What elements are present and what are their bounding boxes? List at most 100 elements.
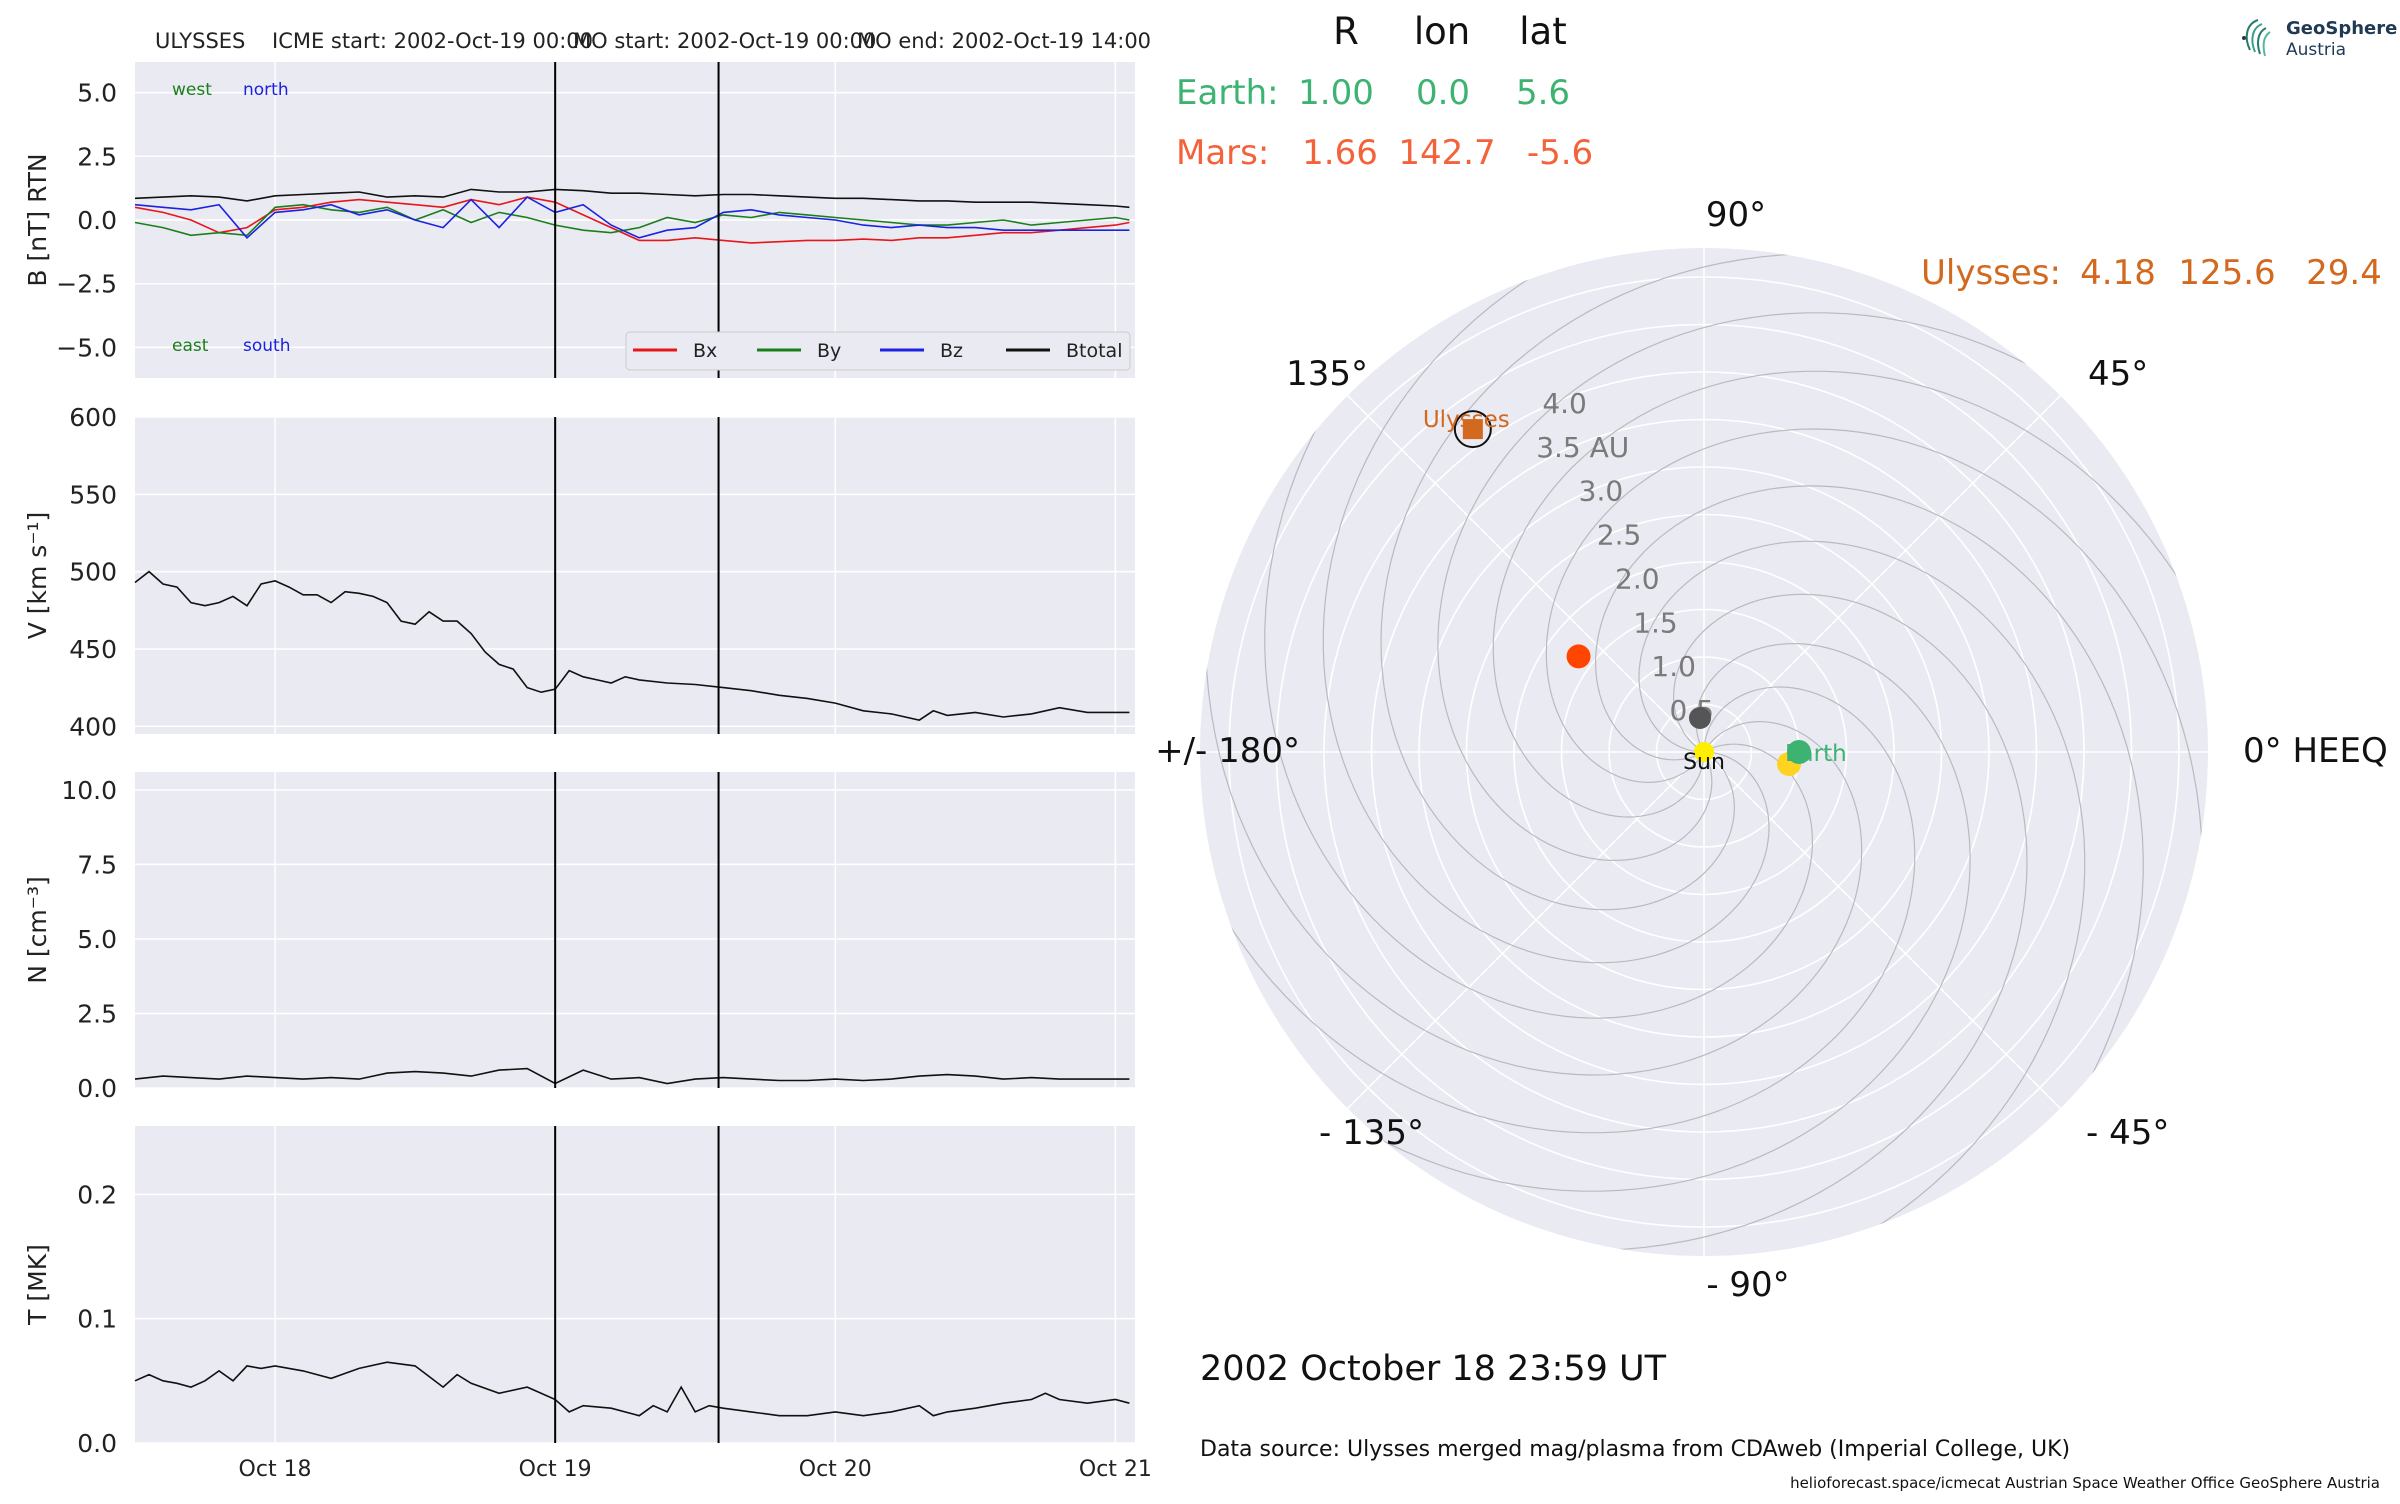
angle-label-am90: - 90° xyxy=(1706,1265,1789,1305)
y-tick-label: −5.0 xyxy=(56,333,117,362)
y-tick-label: 600 xyxy=(69,403,117,432)
ulysses-marker xyxy=(1462,419,1483,440)
y-tick-label: −2.5 xyxy=(56,270,117,299)
parker-spiral-line xyxy=(1200,633,1916,1134)
y-tick-label: 0.2 xyxy=(77,1180,117,1209)
y-tick-label: 7.5 xyxy=(77,850,117,879)
parker-spiral-line xyxy=(1264,248,1814,1019)
annotation-south: south xyxy=(243,336,290,356)
parker-spiral-line xyxy=(1437,312,2208,862)
y-tick-label: 2.5 xyxy=(77,999,117,1028)
x-tick-label: Oct 21 xyxy=(1079,1457,1152,1482)
y-axis-label: N [cm⁻³] xyxy=(23,876,52,983)
ulysses-ring xyxy=(1453,410,1492,449)
y-tick-label: 450 xyxy=(69,635,117,664)
parker-spiral-line xyxy=(1585,540,2086,1256)
ulysses-r: 4.18 xyxy=(2080,253,2156,293)
mars-row-label: Mars: xyxy=(1176,133,1269,173)
earth-lat: 5.6 xyxy=(1516,73,1570,113)
x-tick-label: Oct 19 xyxy=(519,1457,592,1482)
solar-orbiter-dot xyxy=(1689,707,1711,729)
mars-lon: 142.7 xyxy=(1398,133,1495,173)
angle-label-a90: 90° xyxy=(1706,195,1766,235)
ulysses-lon: 125.6 xyxy=(2178,253,2275,293)
parker-spiral-line xyxy=(1205,370,1863,1076)
panel-temperature: 0.2 0.1 0.0 T [MK] Oct 18 Oct 19 Oct 20 Oct 21 xyxy=(23,1126,1152,1482)
parker-spiral-line xyxy=(1322,593,2028,1251)
y-tick-label: 0.0 xyxy=(77,1074,117,1103)
header-spacecraft: ULYSSES xyxy=(155,29,245,53)
header-icme-start: ICME start: 2002-Oct-19 00:00 xyxy=(272,29,593,53)
mars-marker xyxy=(1566,644,1591,669)
angle-label-a180: +/- 180° xyxy=(1155,731,1300,771)
radial-tick-label: 1.5 xyxy=(1633,606,1678,639)
geosphere-mark-icon xyxy=(2242,19,2271,57)
annotation-east: east xyxy=(172,336,209,356)
legend-label-btotal: Btotal xyxy=(1066,340,1122,362)
y-tick-label: 10.0 xyxy=(61,776,117,805)
y-tick-label: 500 xyxy=(69,558,117,587)
ulysses-label: Ulysses xyxy=(1423,407,1510,433)
y-tick-label: 0.0 xyxy=(77,206,117,235)
y-axis-label: B [nT] RTN xyxy=(23,153,52,286)
ulysses-lat: 29.4 xyxy=(2306,253,2382,293)
plot-area xyxy=(135,772,1135,1088)
panel-magnetic-field: 5.0 2.5 0.0 −2.5 −5.0 B [nT] RTN west north east… xyxy=(23,62,1135,378)
y-tick-label: 0.1 xyxy=(77,1305,117,1334)
angular-grid-line xyxy=(1347,751,1705,1109)
y-tick-label: 400 xyxy=(69,712,117,741)
radial-tick-label: 4.0 xyxy=(1542,387,1587,420)
x-tick-label: Oct 18 xyxy=(239,1457,312,1482)
header-mo-start: MO start: 2002-Oct-19 00:00 xyxy=(573,29,876,53)
ulysses-row-label: Ulysses: xyxy=(1921,253,2061,293)
logo-line2: Austria xyxy=(2286,40,2347,60)
parker-spiral-line xyxy=(1322,248,1823,964)
radial-tick-label: 2.0 xyxy=(1615,562,1660,595)
panel-density: 10.0 7.5 5.0 2.5 0.0 N [cm⁻³] xyxy=(23,772,1135,1103)
sun-label: Sun xyxy=(1683,750,1725,775)
earth-lon: 0.0 xyxy=(1416,73,1470,113)
position-table: R lon lat Earth: 1.00 0.0 5.6 Mars: 1.66… xyxy=(1176,10,2382,293)
legend-label-by: By xyxy=(817,340,841,362)
parker-spiral-line xyxy=(1492,370,2208,871)
series-line-btotal xyxy=(134,188,1130,209)
parker-spiral-line xyxy=(1594,485,2144,1256)
x-tick-label: Oct 20 xyxy=(799,1457,872,1482)
earth-r: 1.00 xyxy=(1298,73,1374,113)
angular-grid-line xyxy=(1347,395,1705,753)
radial-tick-label: 3.5 AU xyxy=(1536,431,1629,464)
annotation-north: north xyxy=(243,80,289,100)
series-line-by xyxy=(134,203,1130,237)
angular-grid-line xyxy=(1703,751,2061,1109)
timestamp: 2002 October 18 23:59 UT xyxy=(1200,1349,1667,1389)
sun-marker xyxy=(1694,742,1714,762)
radial-tick-label: 2.5 xyxy=(1597,519,1642,552)
plot-area xyxy=(135,417,1135,734)
plot-area xyxy=(135,1126,1135,1443)
y-tick-label: 550 xyxy=(69,480,117,509)
series-line-value xyxy=(134,1361,1130,1417)
header-mo-end: MO end: 2002-Oct-19 14:00 xyxy=(857,29,1151,53)
mars-lat: -5.6 xyxy=(1527,133,1593,173)
panel-speed: 600 550 500 450 400 V [km s⁻¹] xyxy=(23,403,1135,741)
legend: Bx By Bz Btotal xyxy=(625,331,1131,371)
parker-spiral-line xyxy=(1200,642,1971,1192)
y-tick-label: 0.0 xyxy=(77,1429,117,1458)
angle-label-am135: - 135° xyxy=(1319,1113,1424,1153)
legend-label-bx: Bx xyxy=(693,340,717,362)
series-line-value xyxy=(134,570,1130,721)
angle-label-am45: - 45° xyxy=(2086,1113,2169,1153)
annotation-west: west xyxy=(172,80,212,100)
angular-grid-line xyxy=(1703,395,2061,753)
earth-label: Earth xyxy=(1785,741,1847,767)
y-tick-label: 5.0 xyxy=(77,79,117,108)
series-line-bx xyxy=(134,196,1130,244)
col-lat-header: lat xyxy=(1519,10,1566,53)
earth-row-label: Earth: xyxy=(1176,73,1279,113)
legend-box xyxy=(625,331,1131,371)
y-axis-label: T [MK] xyxy=(23,1244,52,1326)
mars-r: 1.66 xyxy=(1302,133,1378,173)
angle-label-a135: 135° xyxy=(1286,354,1368,394)
col-r-header: R xyxy=(1333,10,1359,53)
